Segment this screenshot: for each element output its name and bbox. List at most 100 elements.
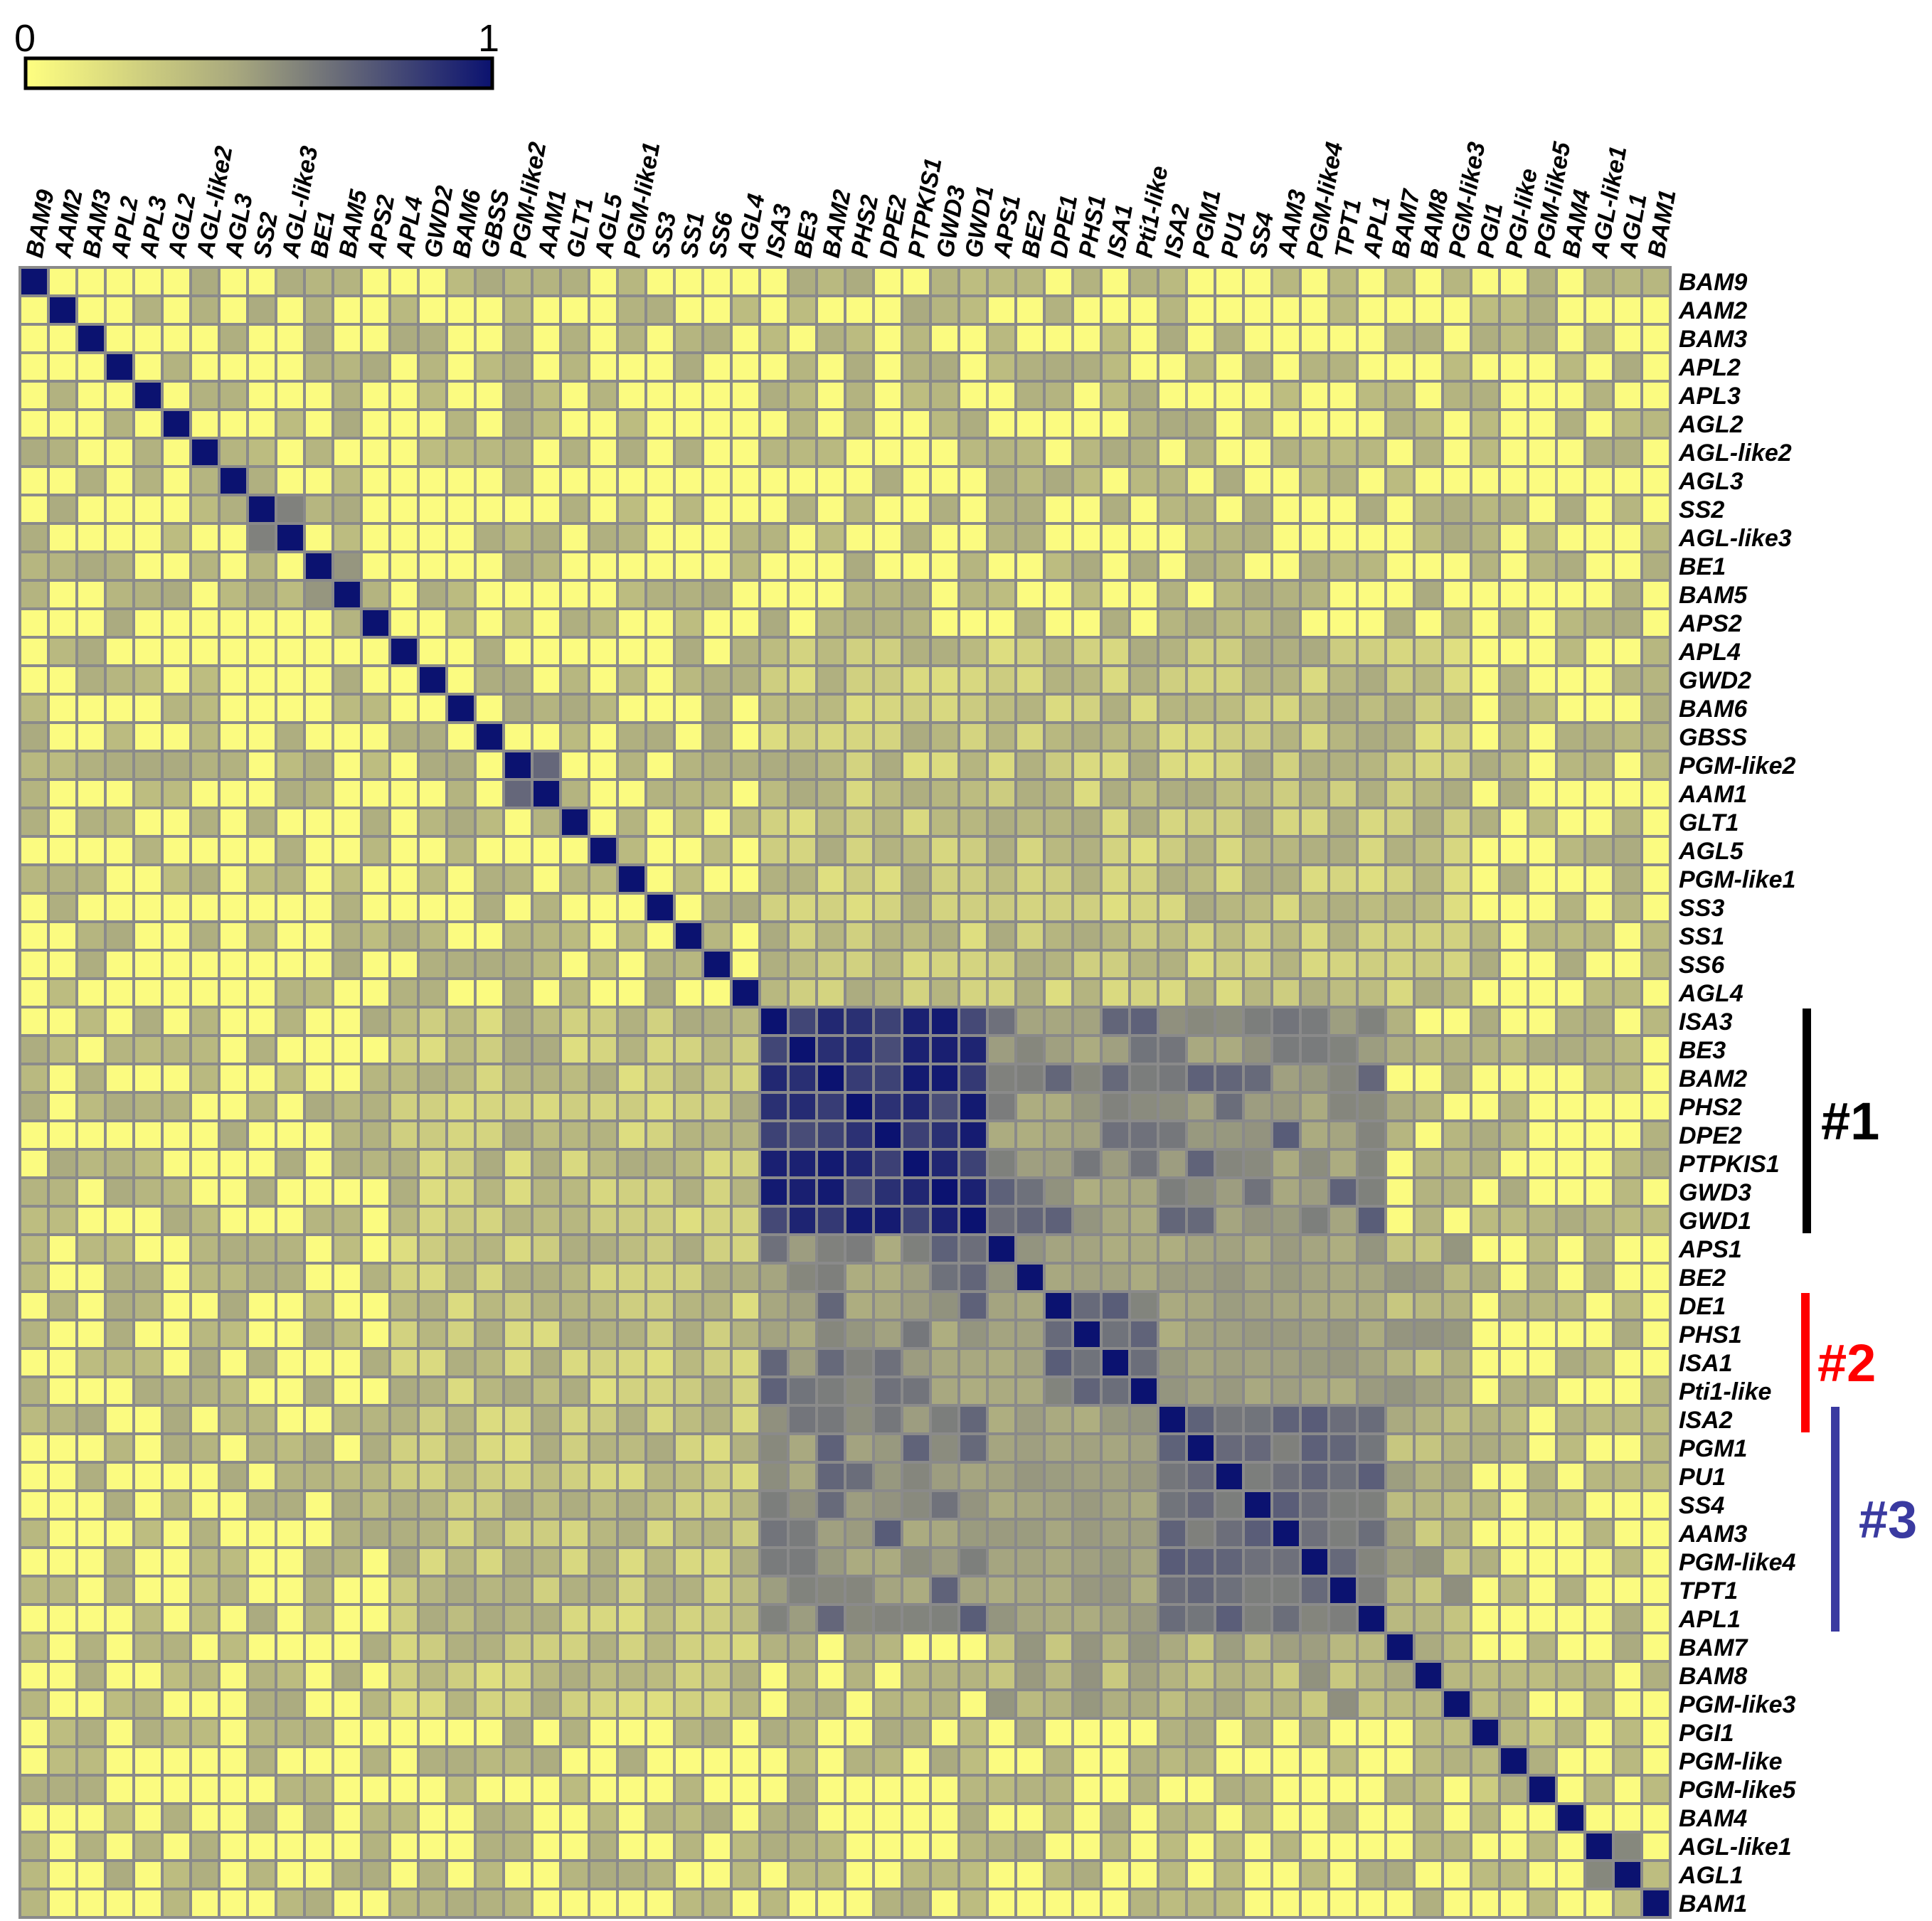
heatmap-cell [818,752,844,778]
heatmap-cell [1330,1037,1356,1063]
heatmap-cell [1103,1634,1128,1660]
heatmap-cell [1046,1094,1071,1119]
heatmap-cell [960,440,986,465]
heatmap-cell [1501,838,1527,863]
heatmap-cell [676,1122,701,1148]
heatmap-cell [875,1492,901,1518]
heatmap-cell [818,1577,844,1603]
heatmap-cell [78,1236,104,1262]
heatmap-cell [1444,752,1470,778]
heatmap-cell [1529,923,1555,949]
heatmap-cell [647,440,673,465]
heatmap-cell [21,326,47,351]
heatmap-cell [1359,1691,1384,1717]
heatmap-cell [1302,752,1327,778]
heatmap-cell [505,1862,531,1888]
heatmap-cell [619,1378,644,1404]
heatmap-cell [932,1805,957,1831]
heatmap-cell [1302,468,1327,494]
heatmap-cell [249,1350,275,1375]
heatmap-cell [306,1037,331,1063]
heatmap-cell [1074,1748,1100,1774]
heatmap-cell [78,1834,104,1859]
heatmap-cell [704,525,730,550]
heatmap-cell [1472,639,1498,664]
heatmap-cell [477,411,502,437]
heatmap-cell [1501,639,1527,664]
heatmap-cell [1017,1179,1043,1205]
heatmap-cell [1302,1549,1327,1575]
heatmap-cell [107,838,132,863]
heatmap-cell [590,1407,616,1432]
heatmap-cell [448,297,474,323]
heatmap-cell [1188,1720,1214,1745]
heatmap-cell [50,1521,75,1546]
heatmap-cell [1017,1065,1043,1091]
heatmap-cell [164,1037,189,1063]
heatmap-cell [107,1834,132,1859]
heatmap-cell [477,525,502,550]
heatmap-cell [420,952,445,977]
heatmap-cell [676,354,701,380]
heatmap-cell [1330,1862,1356,1888]
heatmap-cell [1188,1321,1214,1347]
heatmap-cell [1359,610,1384,636]
heatmap-cell [1046,781,1071,807]
heatmap-cell [1586,440,1612,465]
heatmap-cell [647,1720,673,1745]
heatmap-cell [704,1236,730,1262]
heatmap-cell [1529,496,1555,522]
heatmap-cell [1273,696,1299,721]
heatmap-cell [590,1777,616,1802]
heatmap-cell [733,781,758,807]
heatmap-cell [1643,866,1669,892]
heatmap-cell [448,1862,474,1888]
heatmap-cell [790,1720,815,1745]
heatmap-cell [249,411,275,437]
heatmap-cell [619,1435,644,1461]
heatmap-cell [562,1834,588,1859]
heatmap-cell [590,1179,616,1205]
heatmap-cell [875,952,901,977]
heatmap-cell [1472,1265,1498,1290]
heatmap-cell [1643,525,1669,550]
heatmap-cell [647,326,673,351]
heatmap-cell [1046,1691,1071,1717]
heatmap-cell [1359,781,1384,807]
heatmap-cell [647,1464,673,1489]
heatmap-cell [1245,525,1270,550]
heatmap-cell [249,1606,275,1632]
heatmap-cell [1046,525,1071,550]
heatmap-cell [761,269,787,294]
heatmap-cell [1046,1065,1071,1091]
heatmap-cell [1245,1122,1270,1148]
heatmap-cell [1046,1834,1071,1859]
heatmap-cell [1615,1122,1640,1148]
heatmap-cell [733,1321,758,1347]
heatmap-cell [1643,1492,1669,1518]
heatmap-cell [1444,440,1470,465]
row-label: SS4 [1679,1492,1724,1519]
heatmap-cell [1387,1862,1413,1888]
heatmap-cell [505,1378,531,1404]
heatmap-cell [1472,1094,1498,1119]
heatmap-cell [1387,980,1413,1006]
heatmap-cell [1359,553,1384,579]
heatmap-cell [249,866,275,892]
heatmap-cell [363,496,388,522]
heatmap-cell [818,696,844,721]
heatmap-cell [960,724,986,750]
heatmap-cell [78,667,104,693]
heatmap-cell [932,1037,957,1063]
heatmap-cell [50,866,75,892]
heatmap-cell [1416,1009,1441,1034]
heatmap-cell [534,1037,559,1063]
heatmap-cell [1330,1464,1356,1489]
heatmap-cell [477,1862,502,1888]
heatmap-cell [1103,1577,1128,1603]
heatmap-cell [1245,895,1270,920]
heatmap-cell [306,468,331,494]
heatmap-cell [1302,667,1327,693]
heatmap-cell [50,952,75,977]
heatmap-cell [1188,411,1214,437]
